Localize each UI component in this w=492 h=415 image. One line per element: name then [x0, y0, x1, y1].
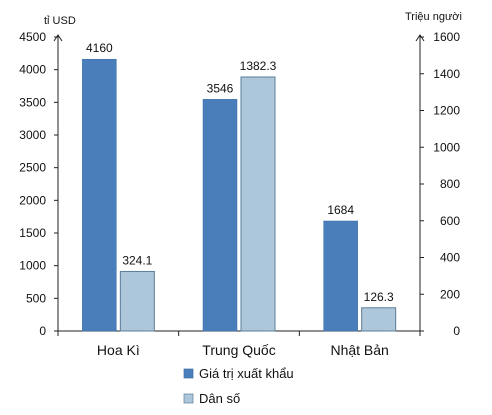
right-tick-label: 600 — [440, 214, 460, 228]
data-label-population-2: 126.3 — [364, 290, 394, 304]
left-tick-label: 0 — [39, 324, 46, 338]
data-label-population-1: 1382.3 — [240, 59, 277, 73]
left-tick-label: 2000 — [19, 193, 46, 207]
labels: 4160 324.1 Hoa Kì 3546 1382.3 Trung Quốc 1684 1… — [86, 41, 394, 358]
bar-population-0 — [119, 270, 155, 332]
right-tick-label: 800 — [440, 177, 460, 191]
left-tick-label: 1000 — [19, 259, 46, 273]
data-label-export-1: 3546 — [207, 81, 234, 95]
legend: Giá trị xuất khẩu Dân số — [183, 366, 294, 406]
right-tick-label: 1000 — [433, 140, 460, 154]
right-axis-unit: Triệu người — [405, 11, 462, 23]
left-tick-label: 4000 — [19, 63, 46, 77]
bar-population-1 — [240, 76, 276, 332]
left-axis-unit: tỉ USD — [44, 15, 76, 27]
left-tick-label: 1500 — [19, 226, 46, 240]
bars — [82, 58, 397, 332]
legend-label-1: Dân số — [199, 391, 240, 406]
bar-population-2 — [361, 307, 397, 332]
bar-export-0 — [82, 58, 117, 332]
right-tick-label: 1400 — [433, 67, 460, 81]
right-tick-label: 0 — [453, 324, 460, 338]
right-tick-label: 1600 — [433, 30, 460, 44]
data-label-population-0: 324.1 — [122, 253, 152, 267]
right-axis-arrow — [415, 34, 425, 42]
category-label-0: Hoa Kì — [97, 342, 140, 358]
legend-swatch-0 — [183, 368, 194, 379]
category-label-2: Nhật Bản — [330, 342, 388, 358]
data-label-export-0: 4160 — [86, 41, 113, 55]
right-tick-label: 200 — [440, 287, 460, 301]
right-tick-label: 1200 — [433, 104, 460, 118]
bar-export-1 — [202, 99, 238, 332]
axes: tỉ USD Triệu người05001000150020002500300… — [19, 11, 462, 338]
data-label-export-2: 1684 — [327, 203, 354, 217]
category-label-1: Trung Quốc — [202, 342, 275, 358]
left-tick-label: 4500 — [19, 30, 46, 44]
left-tick-label: 3000 — [19, 128, 46, 142]
legend-swatch-1 — [183, 393, 194, 404]
left-axis-arrow — [53, 34, 63, 42]
left-tick-label: 3500 — [19, 95, 46, 109]
left-tick-label: 2500 — [19, 161, 46, 175]
right-tick-label: 400 — [440, 251, 460, 265]
left-tick-label: 500 — [26, 291, 46, 305]
bar-export-2 — [323, 220, 358, 332]
legend-label-0: Giá trị xuất khẩu — [199, 366, 294, 381]
